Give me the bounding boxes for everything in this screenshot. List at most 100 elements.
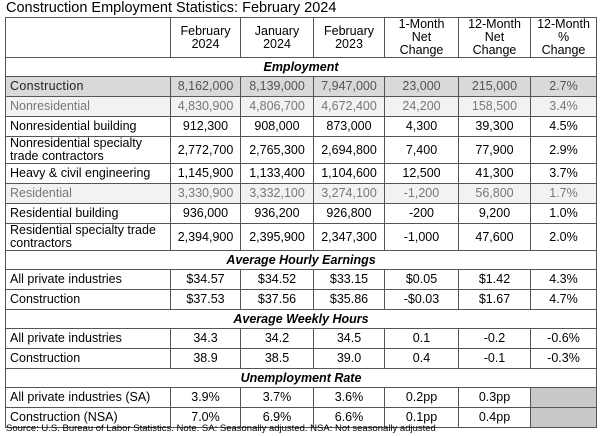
value-cell: 2.0% (530, 223, 597, 251)
value-cell: -1,200 (384, 183, 459, 204)
value-cell: 9,200 (458, 203, 531, 224)
value-cell: 3,332,100 (240, 183, 314, 204)
table-row: Residential building 936,000 936,200 926,80… (5, 203, 597, 224)
value-cell: 23,000 (384, 76, 459, 97)
table-row: Construction (NSA) 7.0% 6.9% 6.6% 0.1pp 0.4pp (5, 407, 597, 428)
section-header-row: Employment (5, 57, 597, 77)
table-row: Nonresidential building 912,300 908,000 873… (5, 116, 597, 137)
value-cell: 3.4% (530, 96, 597, 117)
section-header-row: Average Hourly Earnings (5, 250, 597, 270)
value-cell: -200 (384, 203, 459, 224)
section-heading: Average Weekly Hours (5, 309, 597, 329)
row-label: Nonresidential building (5, 116, 171, 137)
table-row: Residential 3,330,900 3,332,100 3,274,100 -1… (5, 183, 597, 204)
value-cell: 2.9% (530, 136, 597, 164)
value-cell: 39,300 (458, 116, 531, 137)
column-header-line: 12-Month (468, 17, 521, 31)
value-cell: 2,347,300 (313, 223, 385, 251)
value-cell: 8,139,000 (240, 76, 314, 97)
value-cell: 77,900 (458, 136, 531, 164)
value-cell: $37.56 (240, 289, 314, 310)
row-label: Heavy & civil engineering (5, 163, 171, 184)
value-cell: 2,394,900 (170, 223, 241, 251)
value-cell: $33.15 (313, 269, 385, 290)
value-cell: 7,947,000 (313, 76, 385, 97)
value-cell: 2,772,700 (170, 136, 241, 164)
column-header-line: 12-Month (537, 17, 590, 31)
row-label: Residential specialty trade contractors (5, 223, 171, 251)
value-cell: $37.53 (170, 289, 241, 310)
value-cell: 215,000 (458, 76, 531, 97)
row-label: Nonresidential (5, 96, 171, 117)
column-header: February 2024 (170, 17, 241, 58)
table-row: Heavy & civil engineering 1,145,900 1,133,… (5, 163, 597, 184)
column-header-line: Net Change (399, 30, 444, 57)
value-cell: 1,104,600 (313, 163, 385, 184)
row-label: Residential (5, 183, 171, 204)
column-header-line: February (323, 23, 375, 38)
value-cell: 1.0% (530, 203, 597, 224)
value-cell: $35.86 (313, 289, 385, 310)
table-row: Nonresidential 4,830,900 4,806,700 4,672,40… (5, 96, 597, 117)
value-cell: 0.1pp (384, 407, 459, 428)
column-header-line: 2024 (191, 36, 220, 51)
row-label: Construction (NSA) (5, 407, 171, 428)
table-row: Construction 38.9 38.5 39.0 0.4 -0.1 -0.3% (5, 348, 597, 369)
value-cell: 0.1 (384, 328, 459, 349)
source-note: Source: U.S. Bureau of Labor Statistics.… (6, 423, 436, 434)
value-cell: 4,830,900 (170, 96, 241, 117)
value-cell: 908,000 (240, 116, 314, 137)
value-cell: 2,694,800 (313, 136, 385, 164)
row-label: Construction (5, 348, 171, 369)
value-cell: -0.6% (530, 328, 597, 349)
value-cell: -0.1 (458, 348, 531, 369)
section-heading: Employment (5, 57, 597, 77)
table-row: All private industries 34.3 34.2 34.5 0.1 -0.… (5, 328, 597, 349)
row-label: All private industries (SA) (5, 387, 171, 408)
value-cell: 0.2pp (384, 387, 459, 408)
column-header-line: 2024 (263, 36, 291, 51)
value-cell: 8,162,000 (170, 76, 241, 97)
value-cell: -1,000 (384, 223, 459, 251)
row-label: All private industries (5, 328, 171, 349)
value-cell: -0.2 (458, 328, 531, 349)
value-cell: 2,395,900 (240, 223, 314, 251)
value-cell: 41,300 (458, 163, 531, 184)
value-cell: 4,806,700 (240, 96, 314, 117)
value-cell: $1.67 (458, 289, 531, 310)
row-label: Residential building (5, 203, 171, 224)
header-row: February 2024 January 2024 February 2023 1-Mon… (5, 17, 597, 58)
value-cell: 1,133,400 (240, 163, 314, 184)
value-cell: 39.0 (313, 348, 385, 369)
table-row: Residential specialty trade contractors 2… (5, 223, 597, 251)
header-blank (5, 17, 171, 58)
value-cell: 24,200 (384, 96, 459, 117)
section-header-row: Unemployment Rate (5, 368, 597, 388)
table-row: Construction 8,162,000 8,139,000 7,947,000 2… (5, 76, 597, 97)
column-header-line: Net Change (472, 30, 517, 57)
employment-stats-table: February 2024 January 2024 February 2023 1-Mon… (5, 17, 597, 428)
value-cell: $1.42 (458, 269, 531, 290)
value-cell: 0.3pp (458, 387, 531, 408)
value-cell: 3.9% (170, 387, 241, 408)
column-header: February 2023 (313, 17, 385, 58)
value-cell: 6.6% (313, 407, 385, 428)
table-row: All private industries $34.57 $34.52 $33.15… (5, 269, 597, 290)
value-cell: 47,600 (458, 223, 531, 251)
value-cell: 4.7% (530, 289, 597, 310)
column-header-line: January (254, 23, 300, 38)
value-cell: 4,672,400 (313, 96, 385, 117)
value-cell: 3,330,900 (170, 183, 241, 204)
column-header-line: February (180, 23, 231, 38)
table-row: All private industries (SA) 3.9% 3.7% 3.6% 0… (5, 387, 597, 408)
value-cell: 873,000 (313, 116, 385, 137)
row-label: Construction (5, 76, 171, 97)
value-cell: 926,800 (313, 203, 385, 224)
section-heading: Unemployment Rate (5, 368, 597, 388)
value-cell: 3.7% (530, 163, 597, 184)
table-row: Nonresidential specialty trade contracto… (5, 136, 597, 164)
value-cell: 34.2 (240, 328, 314, 349)
value-cell: $34.57 (170, 269, 241, 290)
column-header-line: % Change (541, 30, 586, 57)
value-cell: 0.4 (384, 348, 459, 369)
